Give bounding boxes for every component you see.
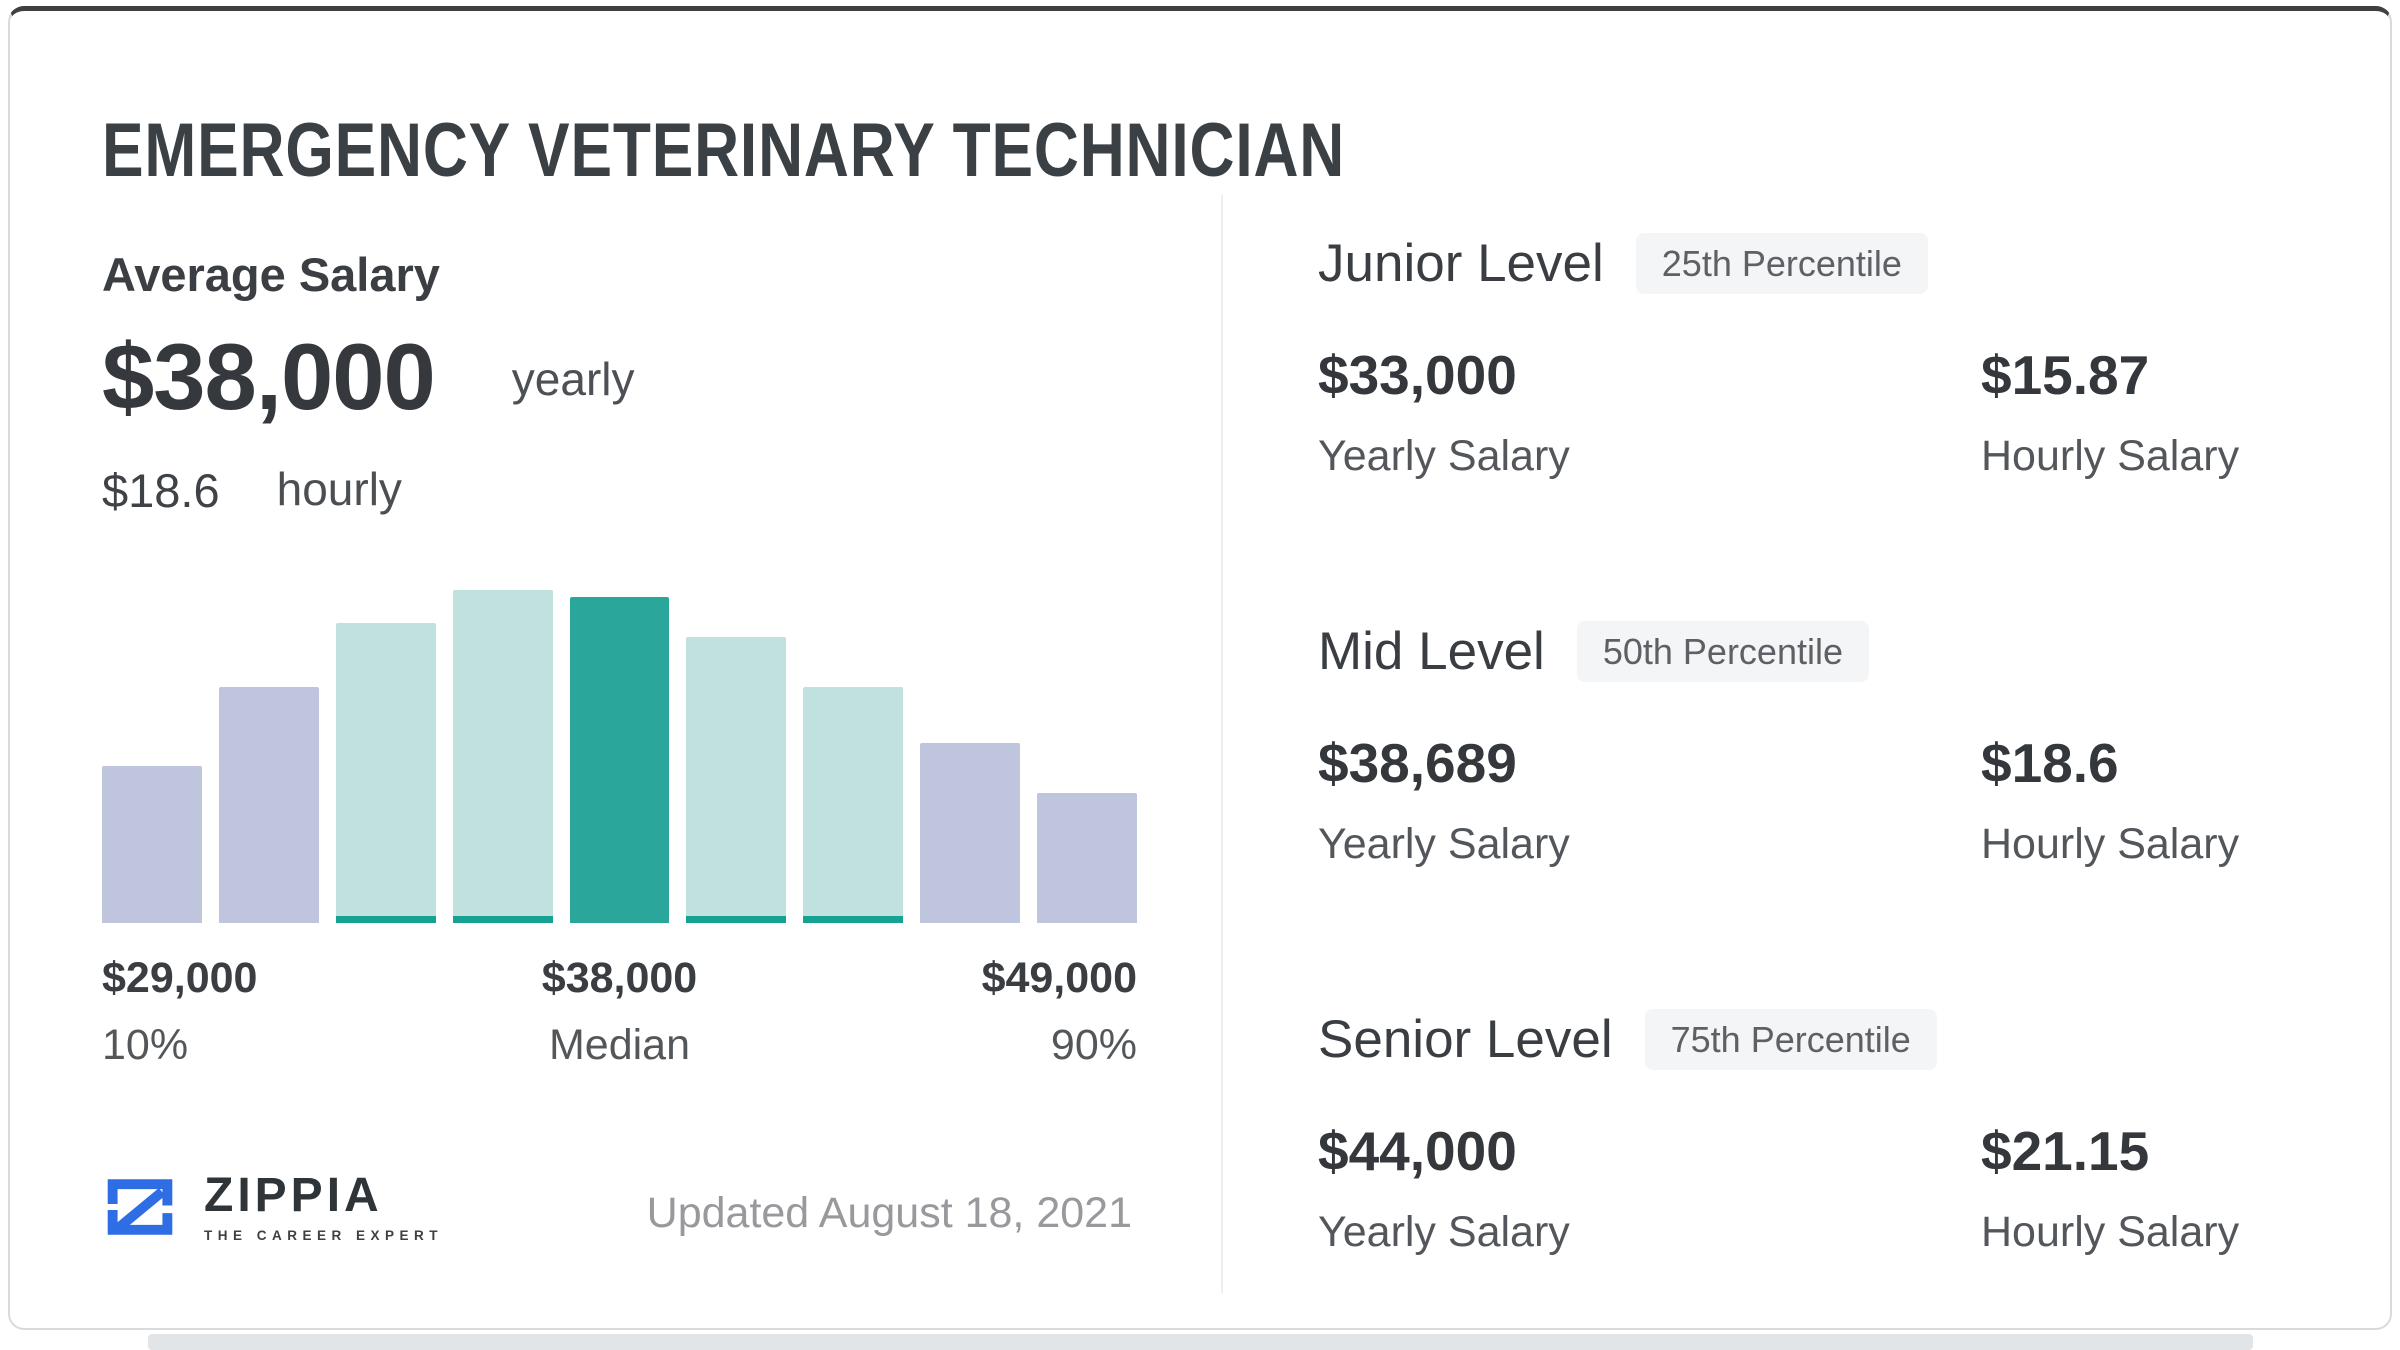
marker-value: $29,000: [102, 954, 258, 1002]
yearly-value: $38,689: [1318, 732, 1517, 795]
level-section-mid: Mid Level 50th Percentile $38,689 Yearly…: [1318, 621, 2318, 866]
yearly-column: $44,000 Yearly Salary: [1318, 1124, 1981, 1254]
hourly-unit-label: hourly: [276, 463, 402, 515]
level-values: $44,000 Yearly Salary $21.15 Hourly Sala…: [1318, 1124, 2318, 1254]
hourly-value: $15.87: [1981, 344, 2150, 407]
updated-date: Updated August 18, 2021: [646, 1189, 1132, 1237]
yearly-unit-label: yearly: [511, 353, 635, 405]
salary-distribution-chart: [102, 590, 1138, 923]
hourly-column: $18.6 Hourly Salary: [1981, 736, 2239, 866]
brand-text: ZIPPIA THE CAREER EXPERT: [204, 1168, 444, 1243]
level-section-senior: Senior Level 75th Percentile $44,000 Yea…: [1318, 1009, 2318, 1254]
percentile-badge: 50th Percentile: [1576, 621, 1869, 683]
level-name: Mid Level: [1318, 621, 1545, 681]
histogram-bar: [102, 766, 202, 923]
chart-axis-markers: $29,000 10% $38,000 Median $49,000 90%: [102, 957, 1137, 1077]
histogram-bar: [803, 687, 904, 923]
percentile-badge: 75th Percentile: [1644, 1009, 1937, 1071]
hourly-salary-row: $18.6 hourly: [102, 463, 402, 518]
marker-10th-percentile: $29,000 10%: [102, 957, 257, 1067]
hourly-column: $15.87 Hourly Salary: [1981, 348, 2239, 478]
yearly-value: $44,000: [1318, 1120, 1517, 1183]
histogram-bar: [920, 743, 1021, 923]
level-section-junior: Junior Level 25th Percentile $33,000 Yea…: [1318, 233, 2318, 478]
card-bottom-shadow: [148, 1334, 2253, 1350]
yearly-column: $33,000 Yearly Salary: [1318, 348, 1981, 478]
hourly-column: $21.15 Hourly Salary: [1981, 1124, 2239, 1254]
salary-infographic-card: EMERGENCY VETERINARY TECHNICIAN Average …: [8, 6, 2392, 1330]
average-salary-label: Average Salary: [102, 248, 440, 301]
level-values: $38,689 Yearly Salary $18.6 Hourly Salar…: [1318, 736, 2318, 866]
page-title: EMERGENCY VETERINARY TECHNICIAN: [102, 108, 1346, 193]
marker-median: $38,000 Median: [102, 957, 1137, 1067]
brand-name: ZIPPIA: [204, 1168, 383, 1222]
brand-tagline: THE CAREER EXPERT: [204, 1227, 444, 1243]
histogram-bar: [1037, 793, 1138, 923]
level-head: Senior Level 75th Percentile: [1318, 1009, 2318, 1071]
yearly-label: Yearly Salary: [1318, 820, 1570, 869]
percentile-badge: 25th Percentile: [1635, 233, 1928, 295]
level-values: $33,000 Yearly Salary $15.87 Hourly Sala…: [1318, 348, 2318, 478]
hourly-salary-value: $18.6: [102, 464, 220, 517]
yearly-label: Yearly Salary: [1318, 1208, 1570, 1257]
yearly-value: $33,000: [1318, 344, 1517, 407]
hourly-label: Hourly Salary: [1981, 432, 2240, 481]
hourly-label: Hourly Salary: [1981, 820, 2240, 869]
yearly-label: Yearly Salary: [1318, 432, 1570, 481]
marker-90th-percentile: $49,000 90%: [982, 957, 1137, 1067]
hourly-label: Hourly Salary: [1981, 1208, 2240, 1257]
marker-label: Median: [548, 1021, 691, 1069]
histogram-bar: [686, 637, 787, 923]
yearly-salary-value: $38,000: [102, 324, 436, 429]
marker-value: $38,000: [541, 954, 698, 1002]
yearly-column: $38,689 Yearly Salary: [1318, 736, 1981, 866]
level-name: Senior Level: [1318, 1009, 1613, 1069]
histogram-bar: [335, 623, 436, 923]
histogram-bar: [569, 597, 670, 923]
marker-value: $49,000: [981, 954, 1137, 1002]
level-name: Junior Level: [1318, 233, 1604, 293]
hourly-value: $18.6: [1981, 732, 2119, 795]
yearly-salary-row: $38,000 yearly: [102, 323, 635, 431]
histogram-bar: [452, 590, 553, 923]
hourly-value: $21.15: [1981, 1120, 2150, 1183]
zippia-logo[interactable]: ZIPPIA THE CAREER EXPERT: [102, 1169, 443, 1245]
vertical-divider: [1221, 195, 1223, 1293]
histogram-bar: [218, 687, 319, 923]
marker-label: 90%: [1050, 1021, 1137, 1069]
level-head: Junior Level 25th Percentile: [1318, 233, 2318, 295]
level-head: Mid Level 50th Percentile: [1318, 621, 2318, 683]
marker-label: 10%: [102, 1021, 189, 1069]
zippia-z-icon: [107, 1179, 173, 1235]
